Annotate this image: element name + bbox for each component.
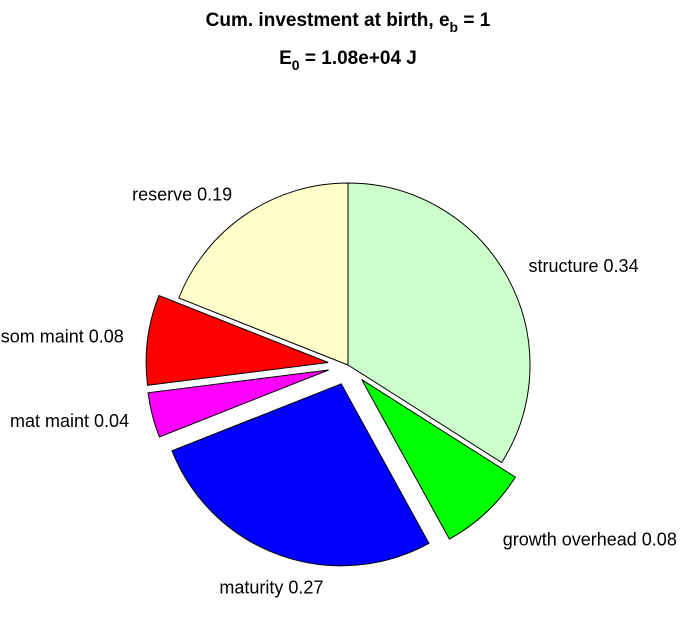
pie-slice: [361, 379, 517, 540]
pie-slice: [147, 369, 329, 438]
slice-label: maturity 0.27: [219, 578, 323, 598]
slice-label: structure 0.34: [529, 256, 639, 276]
slice-value: 0.08: [89, 327, 124, 347]
slice-label: mat maint 0.04: [10, 411, 129, 431]
slice-label: som maint 0.08: [1, 327, 124, 347]
slice-name: mat maint: [10, 411, 89, 431]
slice-value: 0.34: [604, 256, 639, 276]
slice-value: 0.04: [94, 411, 129, 431]
slice-value: 0.19: [197, 185, 232, 205]
slice-name: growth overhead: [503, 530, 637, 550]
slice-value: 0.08: [642, 530, 677, 550]
slice-name: structure: [529, 256, 599, 276]
pie-slice: [178, 182, 349, 366]
slice-name: som maint: [1, 327, 84, 347]
slice-value: 0.27: [288, 578, 323, 598]
pie-slice: [145, 294, 329, 386]
slice-name: maturity: [219, 578, 283, 598]
pie-slice: [171, 383, 430, 567]
chart-subtitle: E0 = 1.08e+04 J: [279, 48, 417, 73]
slice-label: reserve 0.19: [132, 185, 232, 205]
pie-slice: [347, 182, 531, 464]
slice-label: growth overhead 0.08: [503, 530, 677, 550]
slice-name: reserve: [132, 185, 192, 205]
chart-title: Cum. investment at birth, eb = 1: [206, 10, 491, 35]
